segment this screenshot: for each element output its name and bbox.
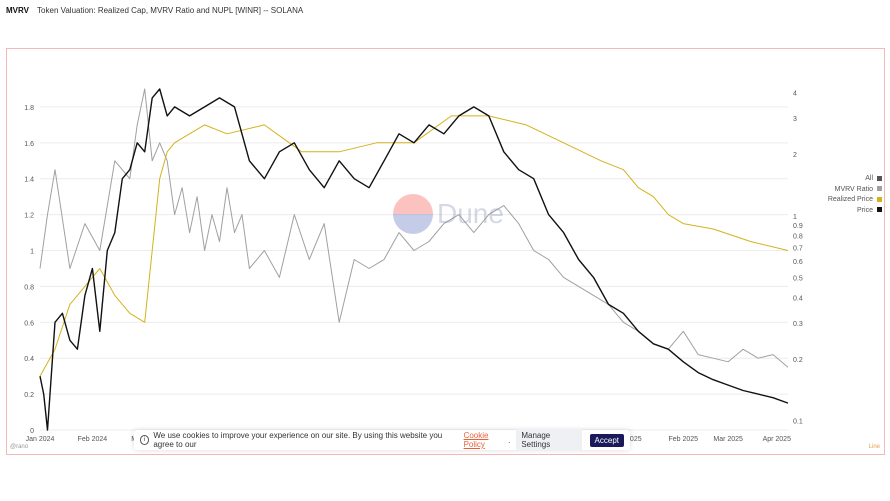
series-line-price	[39, 88, 789, 431]
y-tick-label: 0.4	[24, 356, 34, 363]
x-tick-label: Apr 2025	[763, 436, 792, 443]
series-line-realized-price	[39, 115, 789, 377]
legend-swatch	[877, 175, 882, 181]
y-right-tick-label: 0.7	[793, 246, 803, 253]
manage-settings-button[interactable]: Manage Settings	[516, 429, 582, 451]
chart-brand: MVRV	[6, 6, 29, 15]
footer-user[interactable]: @rano	[10, 444, 29, 450]
y-right-tick-label: 0.1	[793, 419, 803, 426]
y-tick-label: 0.6	[24, 320, 34, 327]
y-right-tick-label: 2	[793, 152, 797, 159]
y-tick-label: 1.2	[24, 213, 34, 220]
y-right-tick-label: 1	[793, 214, 797, 221]
dune-watermark: Dune	[393, 194, 504, 234]
legend-swatch	[877, 196, 882, 202]
dune-logo-icon	[393, 194, 433, 234]
y-tick-label: 0	[30, 428, 34, 435]
y-right-tick-label: 0.9	[793, 223, 803, 230]
y-right-tick-label: 3	[793, 116, 797, 123]
y-tick-label: 1.6	[24, 141, 34, 148]
x-tick-label: Feb 2024	[78, 436, 108, 443]
legend-item-realized[interactable]: Realized Price	[828, 195, 882, 206]
x-tick-label: Mar 2025	[713, 436, 743, 443]
chart-legend: All MVRV Ratio Realized Price Price	[828, 174, 882, 216]
info-icon: i	[140, 435, 150, 445]
accept-button[interactable]: Accept	[589, 433, 624, 447]
dune-wordmark: Dune	[437, 198, 504, 229]
chart-title: Token Valuation: Realized Cap, MVRV Rati…	[37, 6, 304, 15]
y-right-tick-label: 4	[793, 90, 797, 97]
footer-type: Line	[868, 444, 880, 450]
y-right-tick-label: 0.3	[793, 321, 803, 328]
y-right-tick-label: 0.6	[793, 259, 803, 266]
y-tick-label: 1.4	[24, 177, 34, 184]
cookie-banner: i We use cookies to improve your experie…	[134, 429, 630, 451]
x-tick-label: 1 2025	[620, 436, 642, 443]
y-right-tick-label: 0.4	[793, 295, 803, 302]
legend-item-mvrv[interactable]: MVRV Ratio	[828, 185, 882, 196]
chart-header: MVRV Token Valuation: Realized Cap, MVRV…	[6, 6, 303, 15]
y-tick-label: 0.2	[24, 392, 34, 399]
legend-swatch	[877, 207, 882, 213]
y-right-tick-label: 0.2	[793, 357, 803, 364]
cookie-text: We use cookies to improve your experienc…	[153, 431, 443, 449]
y-right-tick-label: 0.5	[793, 275, 803, 282]
x-tick-label: Feb 2025	[668, 436, 698, 443]
y-tick-label: 1	[30, 249, 34, 256]
y-tick-label: 0.8	[24, 284, 34, 291]
cookie-policy-link[interactable]: Cookie Policy	[463, 431, 489, 449]
legend-item-all[interactable]: All	[828, 174, 882, 185]
legend-swatch	[877, 186, 882, 192]
y-right-tick-label: 0.8	[793, 234, 803, 241]
x-tick-label: Jan 2024	[26, 436, 55, 443]
y-tick-label: 1.8	[24, 105, 34, 112]
legend-item-price[interactable]: Price	[828, 206, 882, 217]
